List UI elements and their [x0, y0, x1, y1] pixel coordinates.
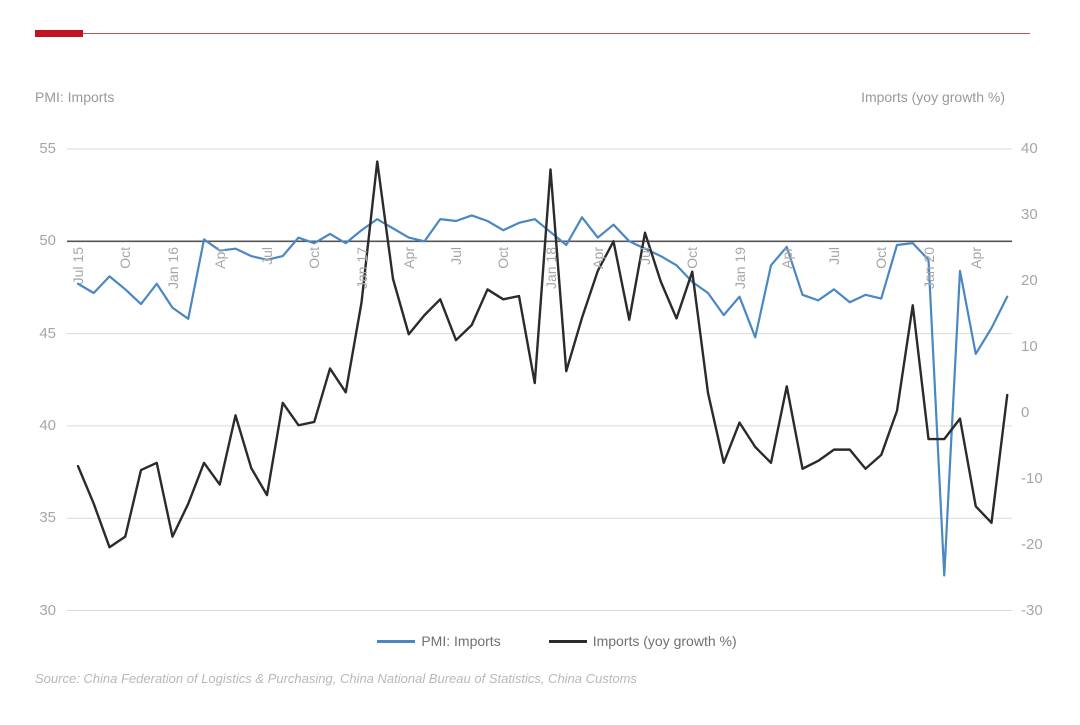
legend-label: PMI: Imports [421, 633, 501, 649]
pmi-line-swatch [377, 639, 416, 643]
top-rule [35, 33, 1030, 34]
x-axis-month-label: Jul [448, 247, 464, 265]
right-axis-title: Imports (yoy growth %) [861, 89, 1005, 105]
right-axis-tick-label: 10 [1021, 337, 1038, 355]
left-axis-tick-label: 40 [39, 416, 56, 434]
left-axis-title: PMI: Imports [35, 89, 115, 105]
legend-label: Imports (yoy growth %) [592, 633, 737, 649]
left-axis-tick-label: 50 [39, 232, 56, 250]
x-axis-month-label: Oct [684, 247, 701, 269]
right-axis-tick-label: -10 [1021, 469, 1043, 487]
left-axis-tick-label: 30 [39, 601, 56, 619]
x-axis-month-label: Jul [826, 247, 842, 265]
right-axis-tick-label: 20 [1021, 271, 1038, 289]
left-axis-tick-label: 35 [39, 509, 56, 527]
left-axis-tick-label: 55 [39, 140, 56, 157]
legend-item-pmi-imports: PMI: Imports [377, 633, 501, 649]
x-axis-month-label: Apr [589, 247, 606, 269]
chart-legend: PMI: Imports Imports (yoy growth %) [67, 633, 1047, 649]
x-axis-month-label: Oct [495, 247, 512, 269]
x-axis-month-label: Apr [778, 247, 795, 269]
x-axis-month-label: Apr [211, 247, 228, 269]
x-axis-month-label: Oct [873, 247, 890, 269]
legend-item-imports-growth: Imports (yoy growth %) [548, 633, 737, 649]
source-attribution: Source: China Federation of Logistics & … [35, 671, 637, 686]
x-axis-month-label: Jul [259, 247, 275, 265]
x-axis-month-label: Apr [967, 247, 984, 269]
imports-growth-line [76, 160, 1009, 549]
right-axis-tick-label: 30 [1021, 205, 1038, 223]
x-axis-month-label: Jan 18 [542, 247, 559, 290]
brand-accent-bar [35, 30, 83, 37]
right-axis-tick-label: 40 [1021, 140, 1038, 157]
x-axis-month-label: Oct [306, 247, 323, 269]
pmi-imports-line [76, 214, 1009, 577]
x-axis-month-label: Apr [400, 247, 417, 269]
x-axis-month-label: Oct [117, 247, 134, 269]
x-axis-month-label: Jan 19 [731, 247, 748, 290]
left-axis-tick-label: 45 [39, 324, 56, 342]
x-axis-month-label: Jan 16 [164, 247, 181, 290]
right-axis-tick-label: 0 [1021, 403, 1030, 421]
right-axis-tick-label: -30 [1021, 601, 1043, 619]
right-axis-tick-label: -20 [1021, 535, 1043, 553]
x-axis-month-label: Jan 20 [920, 247, 937, 290]
x-axis-month-label: Jul 15 [70, 247, 86, 285]
growth-line-swatch [548, 639, 587, 643]
x-axis-month-label: Jan 17 [353, 247, 370, 290]
x-axis-month-label: Jul [637, 247, 653, 265]
